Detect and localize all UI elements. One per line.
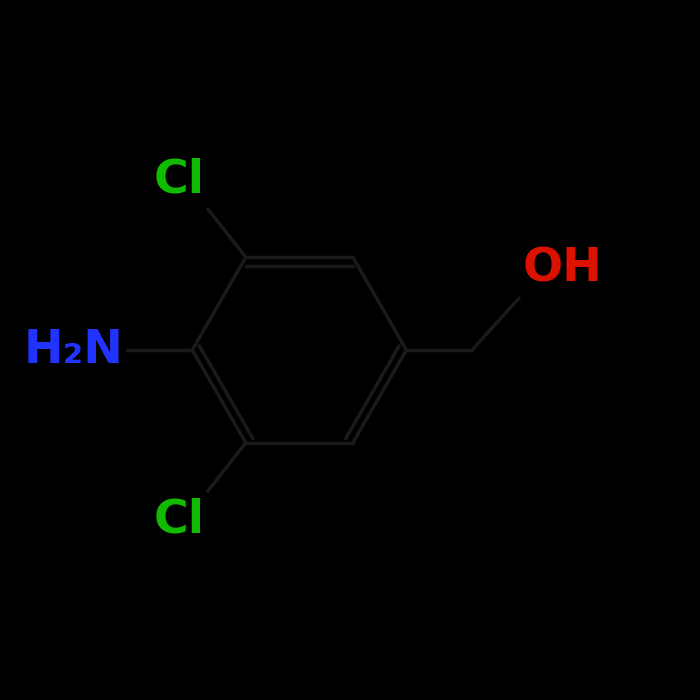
Text: Cl: Cl <box>153 498 204 543</box>
Text: OH: OH <box>522 246 602 291</box>
Text: Cl: Cl <box>153 157 204 202</box>
Text: H₂N: H₂N <box>23 328 123 372</box>
